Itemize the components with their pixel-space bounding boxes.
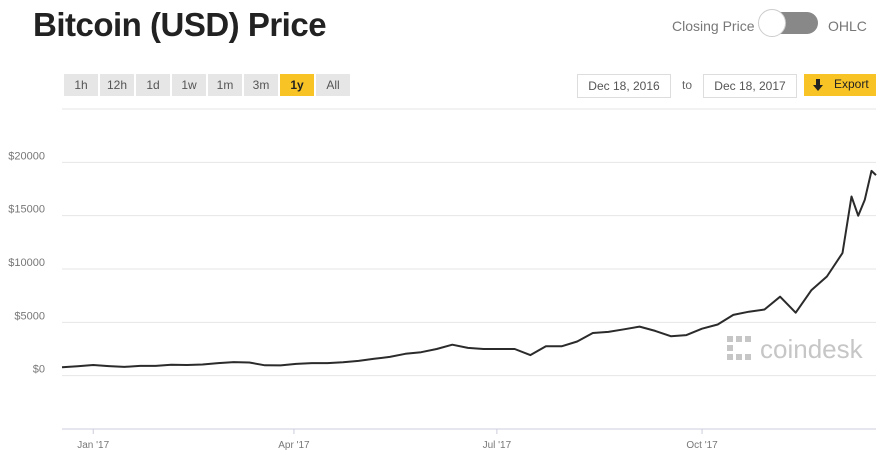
y-tick-label: $10000 bbox=[8, 257, 45, 269]
range-button[interactable]: 1d bbox=[136, 74, 170, 96]
range-button[interactable]: 12h bbox=[100, 74, 134, 96]
export-button[interactable]: Export bbox=[804, 74, 876, 96]
x-tick-label: Apr '17 bbox=[278, 440, 310, 451]
range-buttons: 1h 12h 1d 1w 1m 3m 1y All bbox=[64, 74, 350, 96]
x-tick-label: Jan '17 bbox=[77, 440, 109, 451]
x-tick-label: Jul '17 bbox=[483, 440, 512, 451]
toggle-knob bbox=[758, 9, 786, 37]
watermark-text: coindesk bbox=[760, 334, 864, 364]
range-button[interactable]: All bbox=[316, 74, 350, 96]
date-from[interactable]: Dec 18, 2016 bbox=[577, 74, 671, 98]
range-button[interactable]: 1m bbox=[208, 74, 242, 96]
export-label: Export bbox=[834, 77, 869, 91]
y-tick-label: $0 bbox=[33, 364, 45, 376]
toggle-switch[interactable] bbox=[758, 9, 818, 37]
export-icon bbox=[813, 79, 823, 91]
y-tick-label: $20000 bbox=[8, 150, 45, 162]
price-line bbox=[61, 169, 877, 369]
y-tick-label: $15000 bbox=[8, 204, 45, 216]
date-separator: to bbox=[682, 78, 693, 92]
range-button[interactable]: 1w bbox=[172, 74, 206, 96]
toggle-label: OHLC bbox=[828, 18, 867, 34]
range-button[interactable]: 3m bbox=[244, 74, 278, 96]
y-tick-label: $5000 bbox=[14, 310, 45, 322]
x-tick-label: Oct '17 bbox=[686, 440, 718, 451]
watermark: coindesk bbox=[727, 334, 864, 364]
toggle-label: Closing Price bbox=[672, 18, 755, 34]
page-title: Bitcoin (USD) Price bbox=[33, 6, 327, 43]
range-button[interactable]: 1y bbox=[280, 74, 314, 96]
range-button[interactable]: 1h bbox=[64, 74, 98, 96]
date-to[interactable]: Dec 18, 2017 bbox=[703, 74, 797, 98]
